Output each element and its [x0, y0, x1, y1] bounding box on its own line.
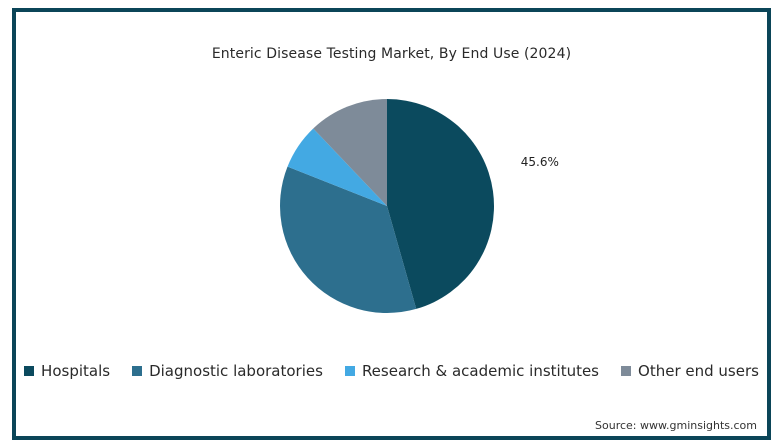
chart-legend: Hospitals Diagnostic laboratories Research…	[16, 362, 767, 380]
legend-item: Diagnostic laboratories	[132, 362, 323, 380]
data-label: 45.6%	[521, 155, 559, 169]
pie-slice-diagnostic-laboratories	[280, 166, 417, 313]
legend-label: Diagnostic laboratories	[149, 362, 323, 380]
source-note: Source: www.gminsights.com	[595, 419, 757, 432]
pie-slice-research-academic-institutes	[287, 128, 387, 206]
legend-item: Other end users	[621, 362, 759, 380]
legend-label: Other end users	[638, 362, 759, 380]
legend-label: Hospitals	[41, 362, 111, 380]
legend-swatch	[132, 366, 143, 376]
pie-chart: 45.6%	[280, 99, 559, 313]
chart-title: Enteric Disease Testing Market, By End U…	[211, 46, 572, 62]
legend-swatch	[344, 366, 355, 376]
legend-item: Hospitals	[24, 362, 110, 380]
pie-slice-hospitals	[387, 99, 495, 309]
legend-item: Research & academic institutes	[344, 362, 600, 380]
legend-swatch	[621, 366, 632, 376]
chart-frame: Enteric Disease Testing Market, By End U…	[12, 8, 771, 440]
legend-label: Research & academic institutes	[361, 362, 600, 380]
legend-swatch	[24, 366, 35, 376]
pie-slice-other-end-users	[313, 99, 387, 206]
